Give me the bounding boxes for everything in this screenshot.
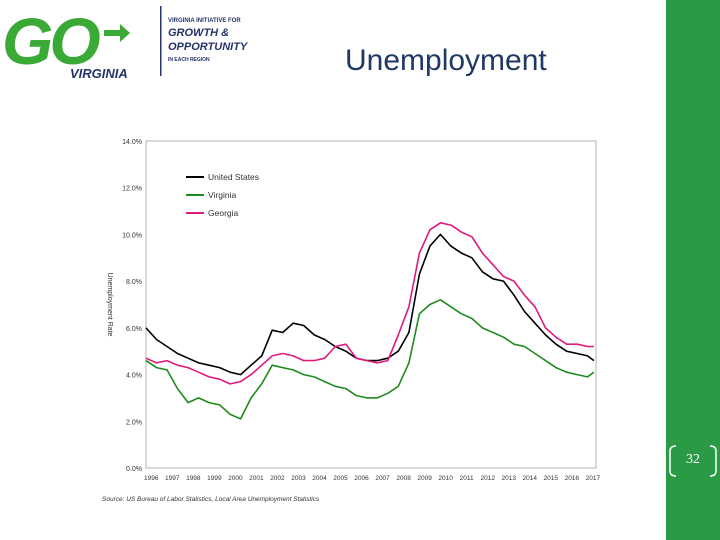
x-tick-label: 2011 (460, 475, 474, 482)
x-tick-label: 1998 (186, 475, 201, 482)
x-tick-label: 2001 (249, 475, 264, 482)
x-tick-label: 2014 (523, 475, 538, 482)
chart-panel: 0.0% 2.0% 4.0% 6.0% 8.0% 10.0% 12.0% 14.0% 1996 1… (98, 131, 606, 509)
unemployment-chart: 0.0% 2.0% 4.0% 6.0% 8.0% 10.0% 12.0% 14.0% 1996 1… (102, 139, 601, 503)
series-line-georgia (145, 222, 594, 385)
go-virginia-logo: GO VIRGINIA VIRGINIA INITIATIVE FOR GROW… (2, 4, 249, 81)
x-tick-label: 2000 (228, 475, 243, 482)
chart-source: Source: US Bureau of Labor Statistics, L… (102, 496, 320, 503)
slide-title: Unemployment (345, 44, 547, 77)
x-tick-label: 2017 (586, 475, 601, 482)
x-tick-label: 2008 (396, 475, 411, 482)
arrows-icon (104, 24, 130, 42)
logo-tagline-line4: IN EACH REGION (168, 57, 210, 63)
x-tick-label: 2002 (270, 475, 285, 482)
y-tick-label: 14.0% (122, 139, 142, 146)
y-tick-label: 8.0% (126, 279, 142, 286)
y-tick-label: 0.0% (126, 466, 142, 473)
series-line-virginia (145, 299, 595, 420)
page-number: 32 (686, 452, 700, 467)
x-tick-label: 2006 (354, 475, 369, 482)
logo-virginia-text: VIRGINIA (70, 66, 128, 81)
x-tick-label: 2013 (501, 475, 516, 482)
logo-tagline-line1: VIRGINIA INITIATIVE FOR (168, 18, 241, 24)
y-axis-label: Unemployment Rate (106, 273, 113, 337)
x-tick-label: 1997 (165, 475, 180, 482)
legend-label-united-states: United States (208, 172, 259, 182)
logo-tagline-line2: GROWTH & (168, 27, 229, 39)
legend-box (180, 167, 280, 217)
y-tick-label: 4.0% (126, 373, 142, 380)
x-tick-label: 2015 (544, 475, 559, 482)
x-tick-label: 1996 (144, 475, 159, 482)
y-tick-label: 2.0% (126, 419, 142, 426)
series-line-united-states (145, 233, 595, 376)
x-tick-label: 2004 (312, 475, 327, 482)
x-tick-label: 2016 (565, 475, 580, 482)
green-side-bar (666, 0, 720, 540)
x-tick-label: 2003 (291, 475, 306, 482)
y-tick-label: 6.0% (126, 326, 142, 333)
x-tick-label: 2007 (375, 475, 390, 482)
x-tick-label: 2009 (417, 475, 432, 482)
page-number-box: 32 (668, 445, 718, 477)
x-tick-label: 2010 (438, 475, 453, 482)
x-tick-label: 2012 (480, 475, 495, 482)
legend-label-georgia: Georgia (208, 208, 239, 218)
logo-divider (160, 6, 162, 76)
legend-label-virginia: Virginia (208, 190, 236, 200)
logo-go-text: GO (2, 4, 100, 78)
y-tick-label: 12.0% (122, 186, 142, 193)
plot-area (145, 140, 597, 469)
y-tick-label: 10.0% (122, 232, 142, 239)
x-tick-label: 1999 (207, 475, 222, 482)
page-number-brackets (669, 445, 717, 477)
logo-tagline-line3: OPPORTUNITY (168, 41, 249, 53)
x-tick-label: 2005 (333, 475, 348, 482)
